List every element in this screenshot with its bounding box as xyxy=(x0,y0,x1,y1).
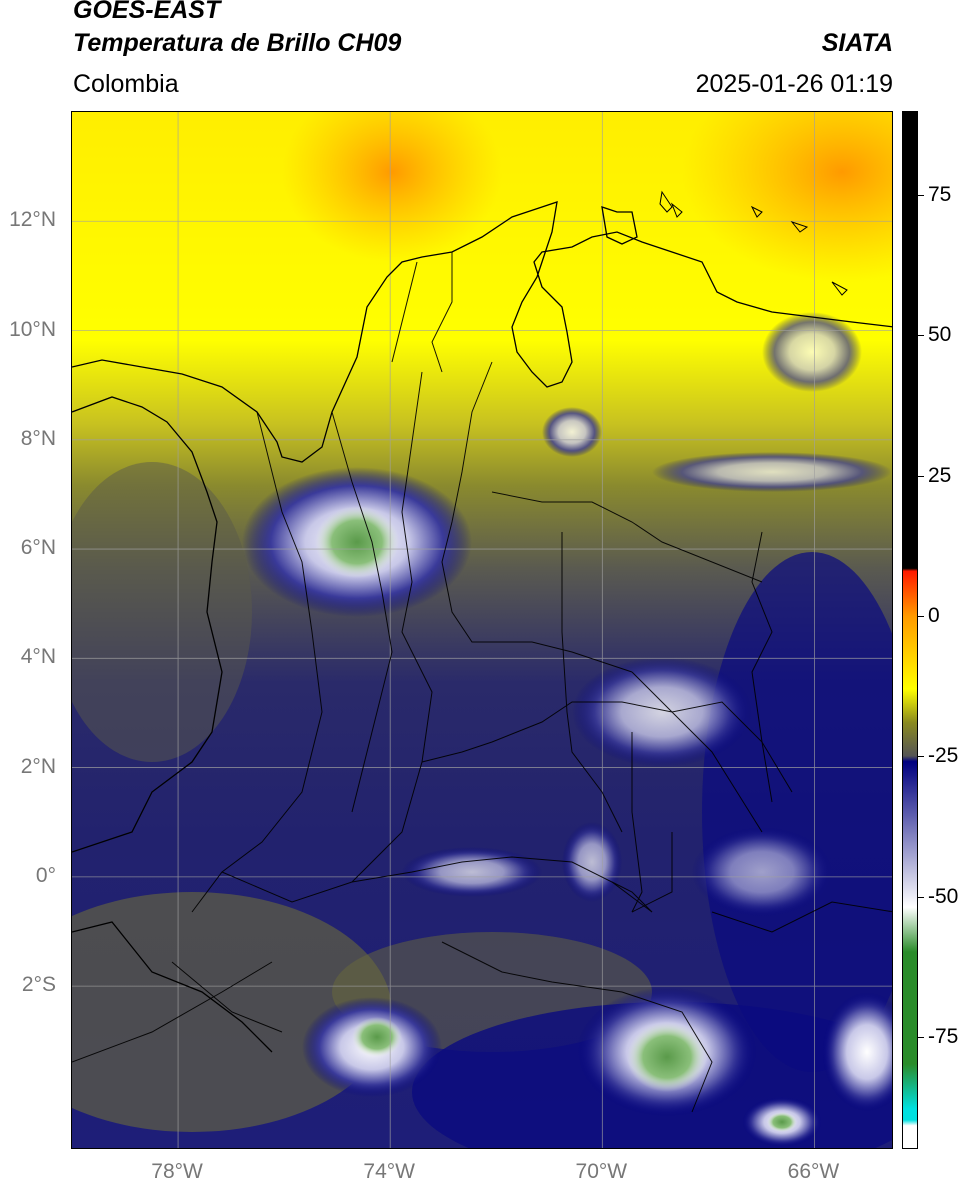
colorbar-tick-mark xyxy=(918,335,924,337)
lat-tick-label: 12°N xyxy=(9,208,56,232)
islands xyxy=(659,190,848,296)
colorbar-tick-label: -75 xyxy=(928,1024,959,1048)
colorbar-tick-mark xyxy=(918,475,924,477)
colorbar-tick-mark xyxy=(918,896,924,898)
admin-borders xyxy=(72,252,892,1113)
source-label: SIATA xyxy=(821,29,893,57)
satellite-title: GOES-EAST xyxy=(73,0,221,24)
lat-tick-label: 0° xyxy=(35,863,56,887)
lon-tick-label: 74°W xyxy=(363,1160,415,1183)
colorbar-tick-mark xyxy=(918,1036,924,1038)
lat-tick-label: 6°N xyxy=(20,536,56,560)
colorbar-tick-label: -25 xyxy=(928,744,959,768)
colorbar-tick-mark xyxy=(918,195,924,197)
colorbar-tick-label: 50 xyxy=(928,323,952,347)
timestamp-label: 2025-01-26 01:19 xyxy=(695,70,893,98)
coastlines xyxy=(72,201,892,1053)
colorbar-tick-label: 25 xyxy=(928,463,952,487)
lat-tick-label: 4°N xyxy=(20,645,56,669)
colorbar-tick-label: 0 xyxy=(928,603,940,627)
lat-tick-label: 10°N xyxy=(9,317,56,341)
map-canvas xyxy=(72,112,892,1148)
lat-tick-label: 8°N xyxy=(20,426,56,450)
colorbar-tick-label: -50 xyxy=(928,884,959,908)
gridlines xyxy=(72,112,892,1148)
lon-tick-label: 66°W xyxy=(787,1160,840,1183)
colorbar xyxy=(902,111,918,1149)
lon-tick-label: 78°W xyxy=(151,1160,203,1183)
colorbar-tick-mark xyxy=(918,615,924,617)
lat-tick-label: 2°S xyxy=(21,973,56,997)
colorbar-tick-mark xyxy=(918,756,924,758)
lat-tick-label: 2°N xyxy=(20,754,56,778)
brightness-temperature-map xyxy=(71,111,893,1149)
product-title: Temperatura de Brillo CH09 xyxy=(73,29,402,57)
colorbar-tick-label: 75 xyxy=(928,183,952,207)
lon-tick-label: 70°W xyxy=(575,1160,628,1183)
region-label: Colombia xyxy=(73,70,179,98)
